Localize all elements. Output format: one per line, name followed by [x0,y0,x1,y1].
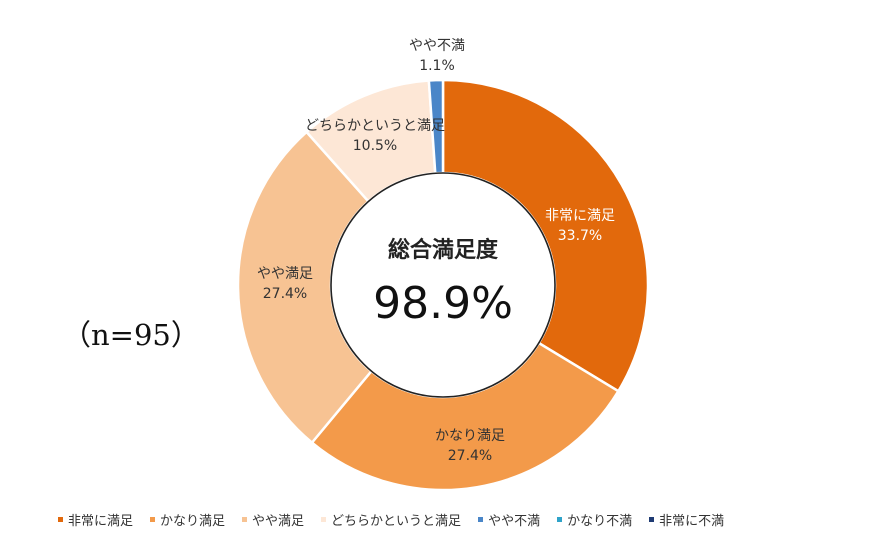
center-value: 98.9% [373,278,513,329]
center-title: 総合満足度 [388,237,499,263]
legend-item: やや不満 [478,510,540,529]
legend: 非常に満足 かなり満足 やや満足 どちらかというと満足 やや不満 かなり不満 非常に不満 [58,510,741,529]
slice-name-label: どちらかというと満足 [305,118,445,134]
slice-labels: 非常に満足 33.7% かなり満足 27.4% やや満足 27.4% どちらかというと満足 1… [257,38,615,464]
legend-swatch [150,517,156,522]
slice-value-label: 27.4% [263,286,307,302]
legend-label: かなり満足 [160,514,226,529]
slice-value-label: 10.5% [353,138,397,154]
legend-swatch [58,517,63,522]
sample-size-label: （n=95） [62,318,200,352]
legend-label: やや不満 [488,514,541,529]
legend-swatch [478,517,484,522]
slice-value-label: 27.4% [448,448,492,464]
legend-swatch [557,517,563,522]
legend-item: 非常に不満 [649,510,724,529]
legend-label: かなり不満 [567,514,633,529]
slice-name-label: 非常に満足 [545,208,615,224]
legend-swatch [321,517,327,522]
legend-item: どちらかというと満足 [321,510,461,529]
center-hole [330,172,556,398]
slice-value-label: 33.7% [558,228,602,244]
legend-item: やや満足 [242,510,304,529]
legend-swatch [242,517,248,522]
legend-label: 非常に不満 [659,514,725,529]
legend-swatch [649,517,655,522]
slice-name-label: かなり満足 [435,428,505,444]
legend-item: かなり満足 [150,510,225,529]
legend-label: やや満足 [252,514,305,529]
slice-value-label: 1.1% [419,58,455,74]
donut-slices [236,78,650,492]
slice-name-label: やや不満 [409,38,465,54]
legend-item: かなり不満 [557,510,632,529]
legend-item: 非常に満足 [58,510,133,529]
legend-label: どちらかというと満足 [331,514,462,529]
slice-name-label: やや満足 [257,266,313,282]
legend-label: 非常に満足 [68,514,134,529]
